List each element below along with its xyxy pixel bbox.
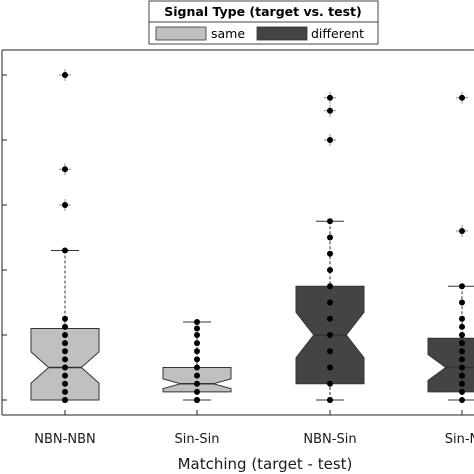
x-axis-ticks: NBN-NBN Sin-Sin NBN-Sin Sin-N — [34, 410, 474, 447]
data-point — [459, 315, 465, 322]
data-point — [194, 364, 200, 371]
data-point — [327, 315, 333, 322]
data-point — [327, 250, 333, 257]
data-point — [194, 388, 200, 395]
box-body — [162, 367, 232, 393]
data-point — [459, 397, 465, 403]
box-nbn-sin — [295, 91, 365, 403]
data-point — [327, 299, 333, 306]
data-point — [459, 380, 465, 387]
x-tick-label: NBN-NBN — [34, 432, 95, 447]
box-body — [30, 328, 100, 401]
data-point — [327, 380, 333, 387]
data-point — [62, 397, 68, 403]
x-tick-label: NBN-Sin — [303, 432, 356, 447]
data-point — [194, 348, 200, 355]
outlier-point — [327, 137, 333, 143]
data-point — [194, 372, 200, 379]
data-point — [327, 234, 333, 241]
data-point — [327, 348, 333, 355]
data-point — [194, 325, 200, 332]
legend-title: Signal Type (target vs. test) — [164, 4, 362, 19]
data-point — [62, 364, 68, 371]
data-point — [327, 332, 333, 338]
y-axis-ticks — [2, 74, 7, 401]
outlier-point — [459, 94, 465, 101]
data-point — [327, 397, 333, 403]
data-point — [194, 332, 200, 338]
data-point — [62, 388, 68, 395]
data-point — [62, 323, 68, 330]
data-point — [459, 283, 465, 290]
data-point — [459, 332, 465, 338]
box-nbn-nbn — [30, 69, 100, 403]
legend-swatch-different — [256, 26, 308, 41]
x-tick-label: Sin-Sin — [175, 432, 220, 447]
data-point — [62, 372, 68, 379]
data-point — [62, 340, 68, 347]
outlier-point — [62, 72, 68, 78]
data-point — [459, 356, 465, 363]
legend: Signal Type (target vs. test) same diffe… — [148, 0, 379, 45]
data-point — [327, 283, 333, 290]
box-group — [30, 69, 474, 403]
data-point — [62, 247, 68, 254]
data-point — [327, 267, 333, 273]
legend-swatch-same — [155, 26, 207, 41]
data-point — [194, 340, 200, 347]
data-point — [327, 218, 333, 225]
data-point — [459, 364, 465, 371]
data-point — [62, 348, 68, 355]
box-sin-sin — [162, 319, 232, 403]
box-body — [427, 337, 474, 393]
data-point — [62, 315, 68, 322]
data-point — [194, 319, 200, 325]
outlier-point — [327, 94, 333, 101]
box-sin-n — [427, 91, 474, 403]
data-point — [62, 332, 68, 338]
data-point — [62, 380, 68, 387]
data-point — [62, 356, 68, 363]
data-point — [459, 388, 465, 395]
data-point — [459, 299, 465, 306]
outlier-point — [62, 202, 68, 208]
data-point — [327, 364, 333, 371]
x-tick-label: Sin-N — [445, 432, 474, 447]
legend-label-same: same — [211, 26, 245, 41]
outlier-point — [459, 228, 465, 234]
data-point — [459, 340, 465, 347]
outlier-point — [327, 107, 333, 114]
x-axis-label: Matching (target - test) — [178, 455, 353, 473]
data-point — [459, 348, 465, 355]
data-point — [459, 323, 465, 330]
data-point — [459, 372, 465, 379]
legend-label-different: different — [311, 26, 364, 41]
outlier-point — [62, 166, 68, 173]
data-point — [194, 356, 200, 363]
data-point — [194, 397, 200, 403]
data-point — [194, 380, 200, 387]
